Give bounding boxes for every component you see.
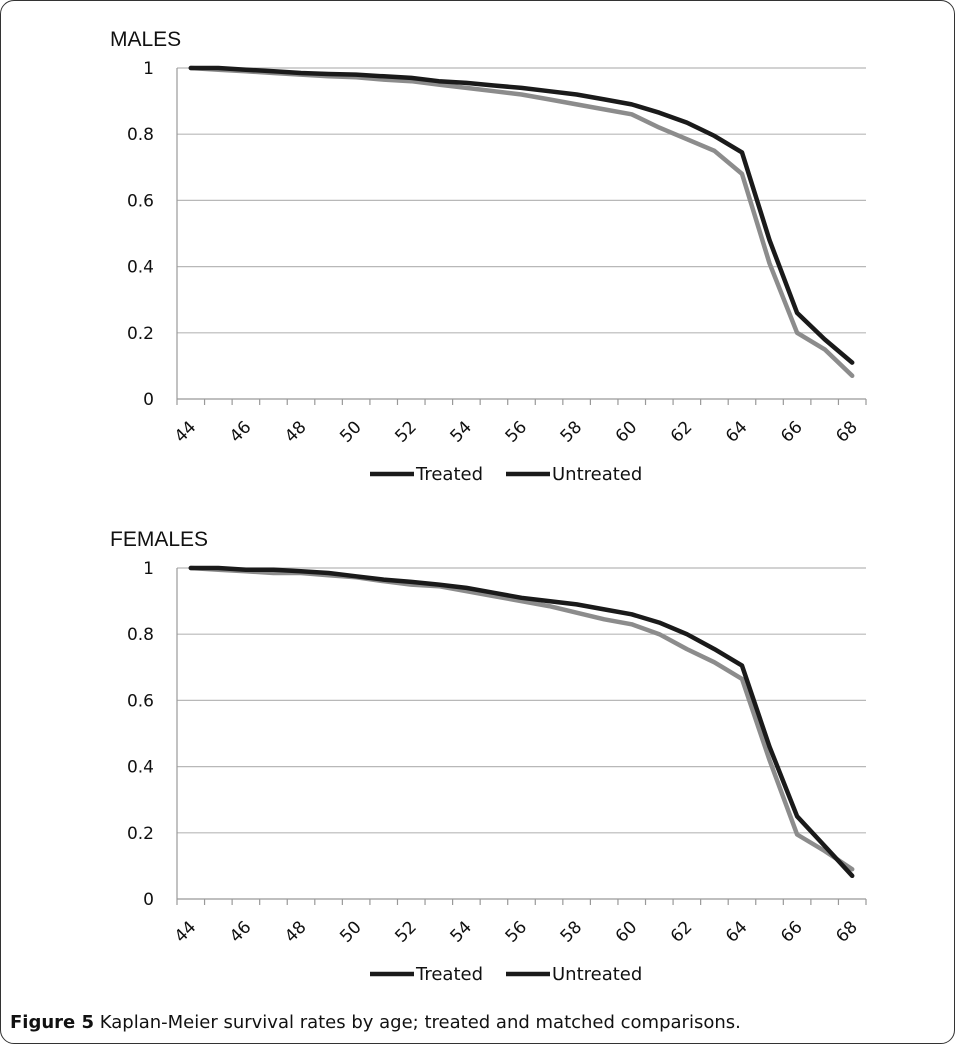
females-x-tick-label: 48 bbox=[281, 917, 310, 946]
figure-caption: Figure 5 Kaplan-Meier survival rates by … bbox=[10, 1012, 741, 1033]
males-legend-label-untreated: Untreated bbox=[552, 464, 642, 485]
caption-text: Kaplan-Meier survival rates by age; trea… bbox=[94, 1012, 741, 1033]
females-x-tick-label: 58 bbox=[557, 917, 586, 946]
females-series-untreated-line bbox=[188, 565, 855, 872]
females-series-treated-line bbox=[188, 565, 855, 879]
males-x-tick-label: 56 bbox=[502, 417, 531, 446]
males-x-tick-label: 66 bbox=[777, 417, 806, 446]
females-legend-label-treated: Treated bbox=[415, 964, 483, 985]
females-x-tick-label: 64 bbox=[722, 917, 751, 946]
females-y-tick-label: 0.6 bbox=[127, 691, 154, 711]
males-chart-title: MALES bbox=[110, 28, 181, 51]
males-x-tick-label: 60 bbox=[612, 417, 641, 446]
males-x-tick-label: 46 bbox=[226, 417, 255, 446]
males-legend-label-treated: Treated bbox=[415, 464, 483, 485]
females-x-tick-label: 68 bbox=[832, 917, 861, 946]
females-x-tick-label: 50 bbox=[336, 917, 365, 946]
males-y-tick-label: 0.6 bbox=[127, 191, 154, 211]
females-x-tick-label: 60 bbox=[612, 917, 641, 946]
females-y-tick-label: 0.4 bbox=[127, 758, 154, 778]
males-x-tick-label: 44 bbox=[171, 417, 200, 446]
males-y-tick-label: 0.4 bbox=[127, 258, 154, 278]
males-x-tick-label: 68 bbox=[832, 417, 861, 446]
males-x-tick-label: 54 bbox=[446, 417, 475, 446]
females-y-tick-label: 0.8 bbox=[127, 625, 154, 645]
males-y-tick-label: 0.2 bbox=[127, 324, 154, 344]
females-y-tick-label: 1 bbox=[143, 559, 154, 579]
caption-label: Figure 5 bbox=[10, 1012, 95, 1033]
females-legend-label-untreated: Untreated bbox=[552, 964, 642, 985]
females-x-tick-label: 44 bbox=[171, 917, 200, 946]
males-chart: MALES 0 0.2 0.4 0.6 0.8 1 44 46 48 50 52 54 56 58 60 62 6… bbox=[110, 28, 867, 485]
males-y-tick-label: 0 bbox=[143, 390, 154, 410]
males-y-tick-label: 1 bbox=[143, 59, 154, 79]
females-x-tick-label: 66 bbox=[777, 917, 806, 946]
females-x-tick-label: 62 bbox=[667, 917, 696, 946]
females-chart: FEMALES 0 0.2 0.4 0.6 0.8 1 44 46 48 50 52 54 56 58 60 6… bbox=[110, 528, 867, 985]
females-x-tick-label: 52 bbox=[391, 917, 420, 946]
males-x-tick-label: 64 bbox=[722, 417, 751, 446]
males-y-tick-label: 0.8 bbox=[127, 125, 154, 145]
males-x-tick-label: 58 bbox=[557, 417, 586, 446]
females-y-tick-label: 0.2 bbox=[127, 824, 154, 844]
males-x-tick-label: 50 bbox=[336, 417, 365, 446]
males-x-tick-label: 62 bbox=[667, 417, 696, 446]
females-x-tick-label: 56 bbox=[502, 917, 531, 946]
females-y-tick-label: 0 bbox=[143, 890, 154, 910]
males-series-treated-line bbox=[188, 65, 855, 365]
females-chart-title: FEMALES bbox=[110, 528, 208, 551]
females-x-tick-label: 46 bbox=[226, 917, 255, 946]
males-x-tick-label: 52 bbox=[391, 417, 420, 446]
males-x-tick-label: 48 bbox=[281, 417, 310, 446]
females-x-tick-label: 54 bbox=[446, 917, 475, 946]
males-series-untreated-line bbox=[188, 65, 855, 379]
